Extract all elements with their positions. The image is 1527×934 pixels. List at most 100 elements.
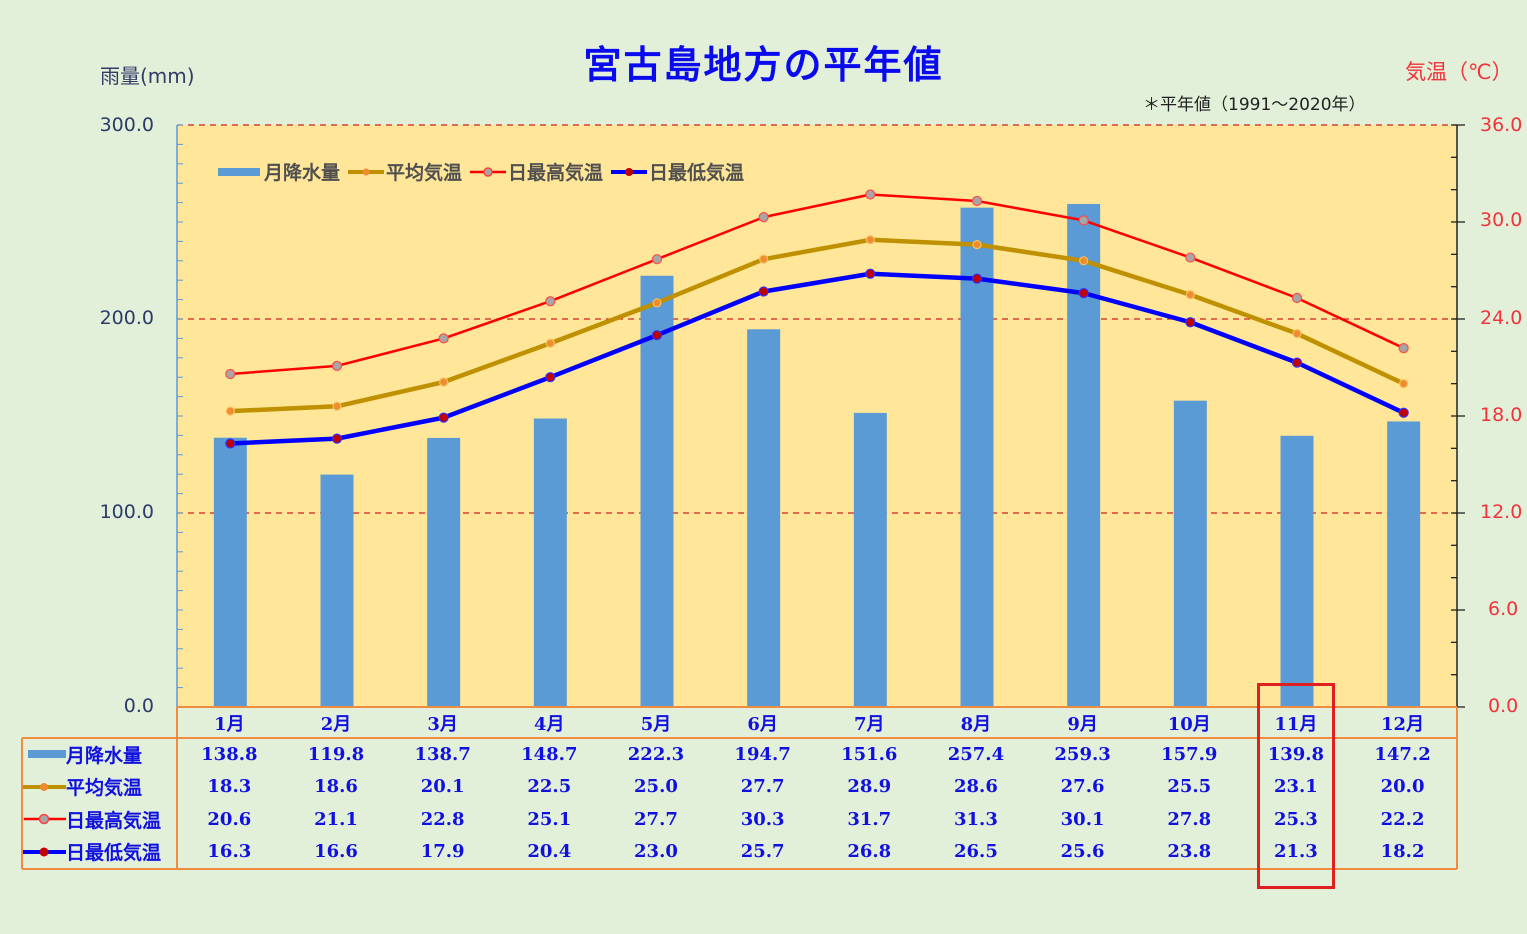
max-temp-marker bbox=[1398, 343, 1409, 354]
avg-temp-marker bbox=[439, 377, 449, 387]
max-temp-marker bbox=[971, 195, 983, 207]
table-cell: 30.3 bbox=[740, 808, 785, 830]
row-header-avg: 平均気温 bbox=[22, 771, 176, 804]
max-temp-marker bbox=[865, 189, 876, 200]
legend-item-avg: 平均気温 bbox=[348, 158, 462, 185]
precip-bar bbox=[1067, 203, 1101, 707]
highlight-november-box bbox=[1257, 683, 1335, 889]
table-cell: 27.7 bbox=[634, 808, 678, 830]
precip-bar bbox=[320, 474, 354, 707]
table-cell: 119.8 bbox=[307, 743, 365, 765]
legend-item-min: 日最低気温 bbox=[611, 158, 744, 185]
precip-bar bbox=[960, 207, 994, 708]
precip-bar bbox=[1387, 421, 1421, 707]
table-cell: 25.6 bbox=[1060, 841, 1105, 863]
max-temp-line bbox=[230, 193, 1405, 376]
bar-swatch-icon bbox=[218, 167, 260, 176]
max-temp-marker bbox=[225, 368, 236, 380]
right-tick-18: 18.0 bbox=[1480, 404, 1523, 426]
min-temp-marker bbox=[438, 412, 449, 423]
max-temp-marker bbox=[1185, 252, 1196, 263]
table-cell: 22.8 bbox=[420, 808, 465, 830]
legend-label-precip: 月降水量 bbox=[264, 162, 341, 184]
min-temp-marker bbox=[1291, 357, 1303, 368]
table-cell: 22.2 bbox=[1380, 808, 1425, 830]
table-cell: 25.3 bbox=[1273, 808, 1318, 830]
table-cell: 20.0 bbox=[1380, 776, 1425, 798]
chart-legend: 月降水量 平均気温 日最高気温 日最低気温 bbox=[218, 158, 752, 185]
min-temp-marker bbox=[1185, 317, 1196, 328]
month-header: 9月 bbox=[1067, 713, 1098, 735]
avg-temp-marker bbox=[865, 235, 875, 245]
table-cell: 22.5 bbox=[527, 776, 572, 798]
max-temp-marker bbox=[651, 254, 663, 265]
min-temp-line bbox=[230, 271, 1405, 446]
table-cell: 147.2 bbox=[1374, 743, 1431, 765]
min-temp-marker bbox=[758, 286, 769, 297]
max-temp-marker bbox=[438, 333, 449, 344]
month-header: 11月 bbox=[1274, 713, 1318, 735]
right-axis-title: 気温（℃） bbox=[1405, 60, 1513, 84]
avg-temp-marker bbox=[545, 338, 555, 348]
month-header: 5月 bbox=[640, 713, 672, 735]
table-cell: 31.7 bbox=[847, 808, 892, 830]
avg-temp-marker bbox=[652, 298, 662, 308]
max-temp-marker bbox=[331, 360, 343, 371]
table-cell: 259.3 bbox=[1054, 743, 1111, 765]
row-header-precip: 月降水量 bbox=[22, 738, 176, 771]
table-cell: 16.3 bbox=[207, 841, 252, 863]
table-cell: 28.9 bbox=[847, 776, 892, 798]
table-cell: 25.7 bbox=[740, 841, 785, 863]
left-tick-200: 200.0 bbox=[99, 307, 154, 329]
avg-temp-marker bbox=[1185, 290, 1195, 300]
table-cell: 27.7 bbox=[740, 776, 785, 798]
table-cell: 151.6 bbox=[841, 743, 898, 765]
min-temp-marker bbox=[225, 438, 236, 449]
max-temp-marker bbox=[545, 296, 556, 307]
legend-item-precip: 月降水量 bbox=[218, 158, 340, 185]
right-tick-12: 12.0 bbox=[1480, 501, 1523, 523]
max-line-swatch-icon bbox=[470, 166, 507, 177]
table-cell: 23.8 bbox=[1167, 841, 1212, 863]
table-cell: 25.5 bbox=[1167, 776, 1212, 798]
legend-label-avg: 平均気温 bbox=[386, 162, 463, 184]
table-row-max: 日最高気温 20.6 21.1 22.8 25.1 27.7 30.3 31.7… bbox=[22, 803, 1456, 836]
table-cell: 25.1 bbox=[527, 808, 572, 830]
legend-item-max: 日最高気温 bbox=[470, 158, 603, 185]
right-tick-30: 30.0 bbox=[1480, 209, 1523, 231]
month-header: 10月 bbox=[1167, 713, 1211, 735]
table-cell: 138.7 bbox=[414, 743, 471, 765]
row-label: 日最高気温 bbox=[66, 809, 162, 832]
max-line-swatch-icon bbox=[24, 814, 66, 825]
max-temp-marker bbox=[1078, 215, 1089, 226]
table-cell: 27.8 bbox=[1167, 808, 1212, 830]
table-cell: 26.5 bbox=[954, 841, 998, 863]
left-tick-100: 100.0 bbox=[99, 501, 154, 523]
precip-bar bbox=[1280, 435, 1314, 707]
min-temp-marker bbox=[331, 433, 343, 444]
avg-temp-marker bbox=[332, 401, 342, 411]
data-table: 1月 2月 3月 4月 5月 6月 7月 8月 9月 10月 11月 12月 月… bbox=[22, 707, 1456, 868]
grid-lines bbox=[177, 124, 1457, 514]
table-cell: 21.1 bbox=[314, 808, 358, 830]
min-line-swatch-icon bbox=[611, 167, 648, 176]
bar-swatch-icon bbox=[28, 750, 66, 759]
month-header: 3月 bbox=[427, 713, 458, 735]
normal-period-note: ＊平年値（1991～2020年） bbox=[1143, 95, 1366, 115]
month-header: 6月 bbox=[747, 713, 778, 735]
month-header: 2月 bbox=[320, 713, 352, 735]
table-cell: 26.8 bbox=[847, 841, 892, 863]
table-row-precip: 月降水量 138.8 119.8 138.7 148.7 222.3 194.7… bbox=[22, 738, 1456, 771]
min-temp-marker bbox=[545, 372, 556, 383]
avg-temp-marker bbox=[1079, 256, 1089, 266]
month-header: 12月 bbox=[1381, 713, 1425, 735]
table-cell: 21.3 bbox=[1273, 841, 1318, 863]
left-axis-title: 雨量(mm) bbox=[100, 64, 195, 88]
table-cell: 25.0 bbox=[634, 776, 678, 798]
month-header-row: 1月 2月 3月 4月 5月 6月 7月 8月 9月 10月 11月 12月 bbox=[22, 707, 1456, 738]
table-cell: 30.1 bbox=[1060, 808, 1105, 830]
table-cell: 20.4 bbox=[527, 841, 572, 863]
table-cell: 18.2 bbox=[1380, 841, 1425, 863]
right-tick-24: 24.0 bbox=[1480, 307, 1523, 329]
